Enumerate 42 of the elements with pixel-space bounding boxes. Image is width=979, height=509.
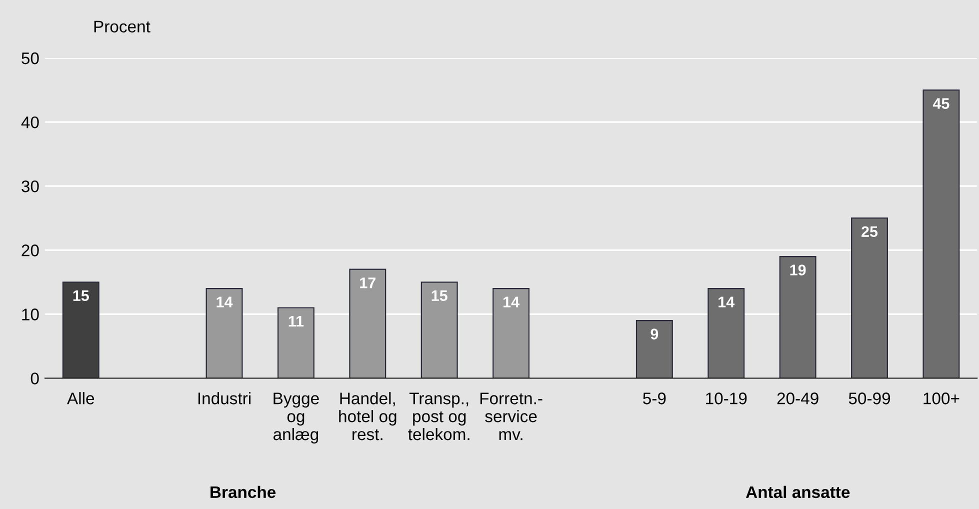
x-tick-label: Transp., post og telekom.: [408, 392, 470, 440]
data-label: 14: [718, 296, 735, 308]
x-tick-label: 100+: [924, 392, 960, 404]
text: Branche: [210, 486, 276, 498]
data-label: 45: [932, 98, 950, 109]
y-tick-label: 20: [22, 244, 39, 256]
bar: [62, 282, 100, 378]
bar: [779, 256, 816, 378]
bar: [277, 307, 314, 378]
bar: [708, 288, 745, 378]
data-label: 15: [73, 290, 89, 302]
data-label: 15: [432, 290, 448, 302]
y-tick-label: 10: [22, 308, 39, 320]
x-tick-label: Alle: [67, 392, 94, 404]
y-axis-title: Procent: [94, 20, 150, 32]
x-tick-label: Bygge og anlæg: [274, 392, 319, 444]
x-tick-label: Industri: [198, 392, 250, 404]
bar: [492, 288, 530, 378]
x-tick-label: 5-9: [643, 392, 666, 404]
bar: [636, 320, 673, 378]
x-tick-label: 10-19: [706, 392, 747, 404]
bar: [420, 282, 458, 378]
bar: [349, 268, 386, 378]
y-tick-label: 50: [22, 52, 39, 64]
data-label: 14: [504, 296, 520, 308]
y-tick-label: 0: [30, 372, 39, 384]
text: Antal ansatte: [746, 486, 850, 498]
data-label: 9: [650, 328, 658, 340]
x-tick-label: 20-49: [777, 392, 818, 404]
data-label: 17: [360, 278, 376, 288]
data-label: 25: [862, 226, 878, 238]
y-tick-label: 40: [21, 116, 39, 128]
bar: [206, 288, 243, 378]
data-label: 14: [216, 296, 233, 308]
bar: [851, 218, 888, 378]
data-label: 19: [790, 264, 806, 276]
data-label: 11: [288, 316, 304, 327]
bar: [922, 89, 960, 378]
x-tick-label: Handel, hotel og rest.: [339, 392, 396, 440]
x-tick-label: Forretn.- service mv.: [480, 392, 542, 440]
y-tick-label: 30: [22, 180, 39, 192]
x-tick-label: 50-99: [848, 392, 890, 404]
